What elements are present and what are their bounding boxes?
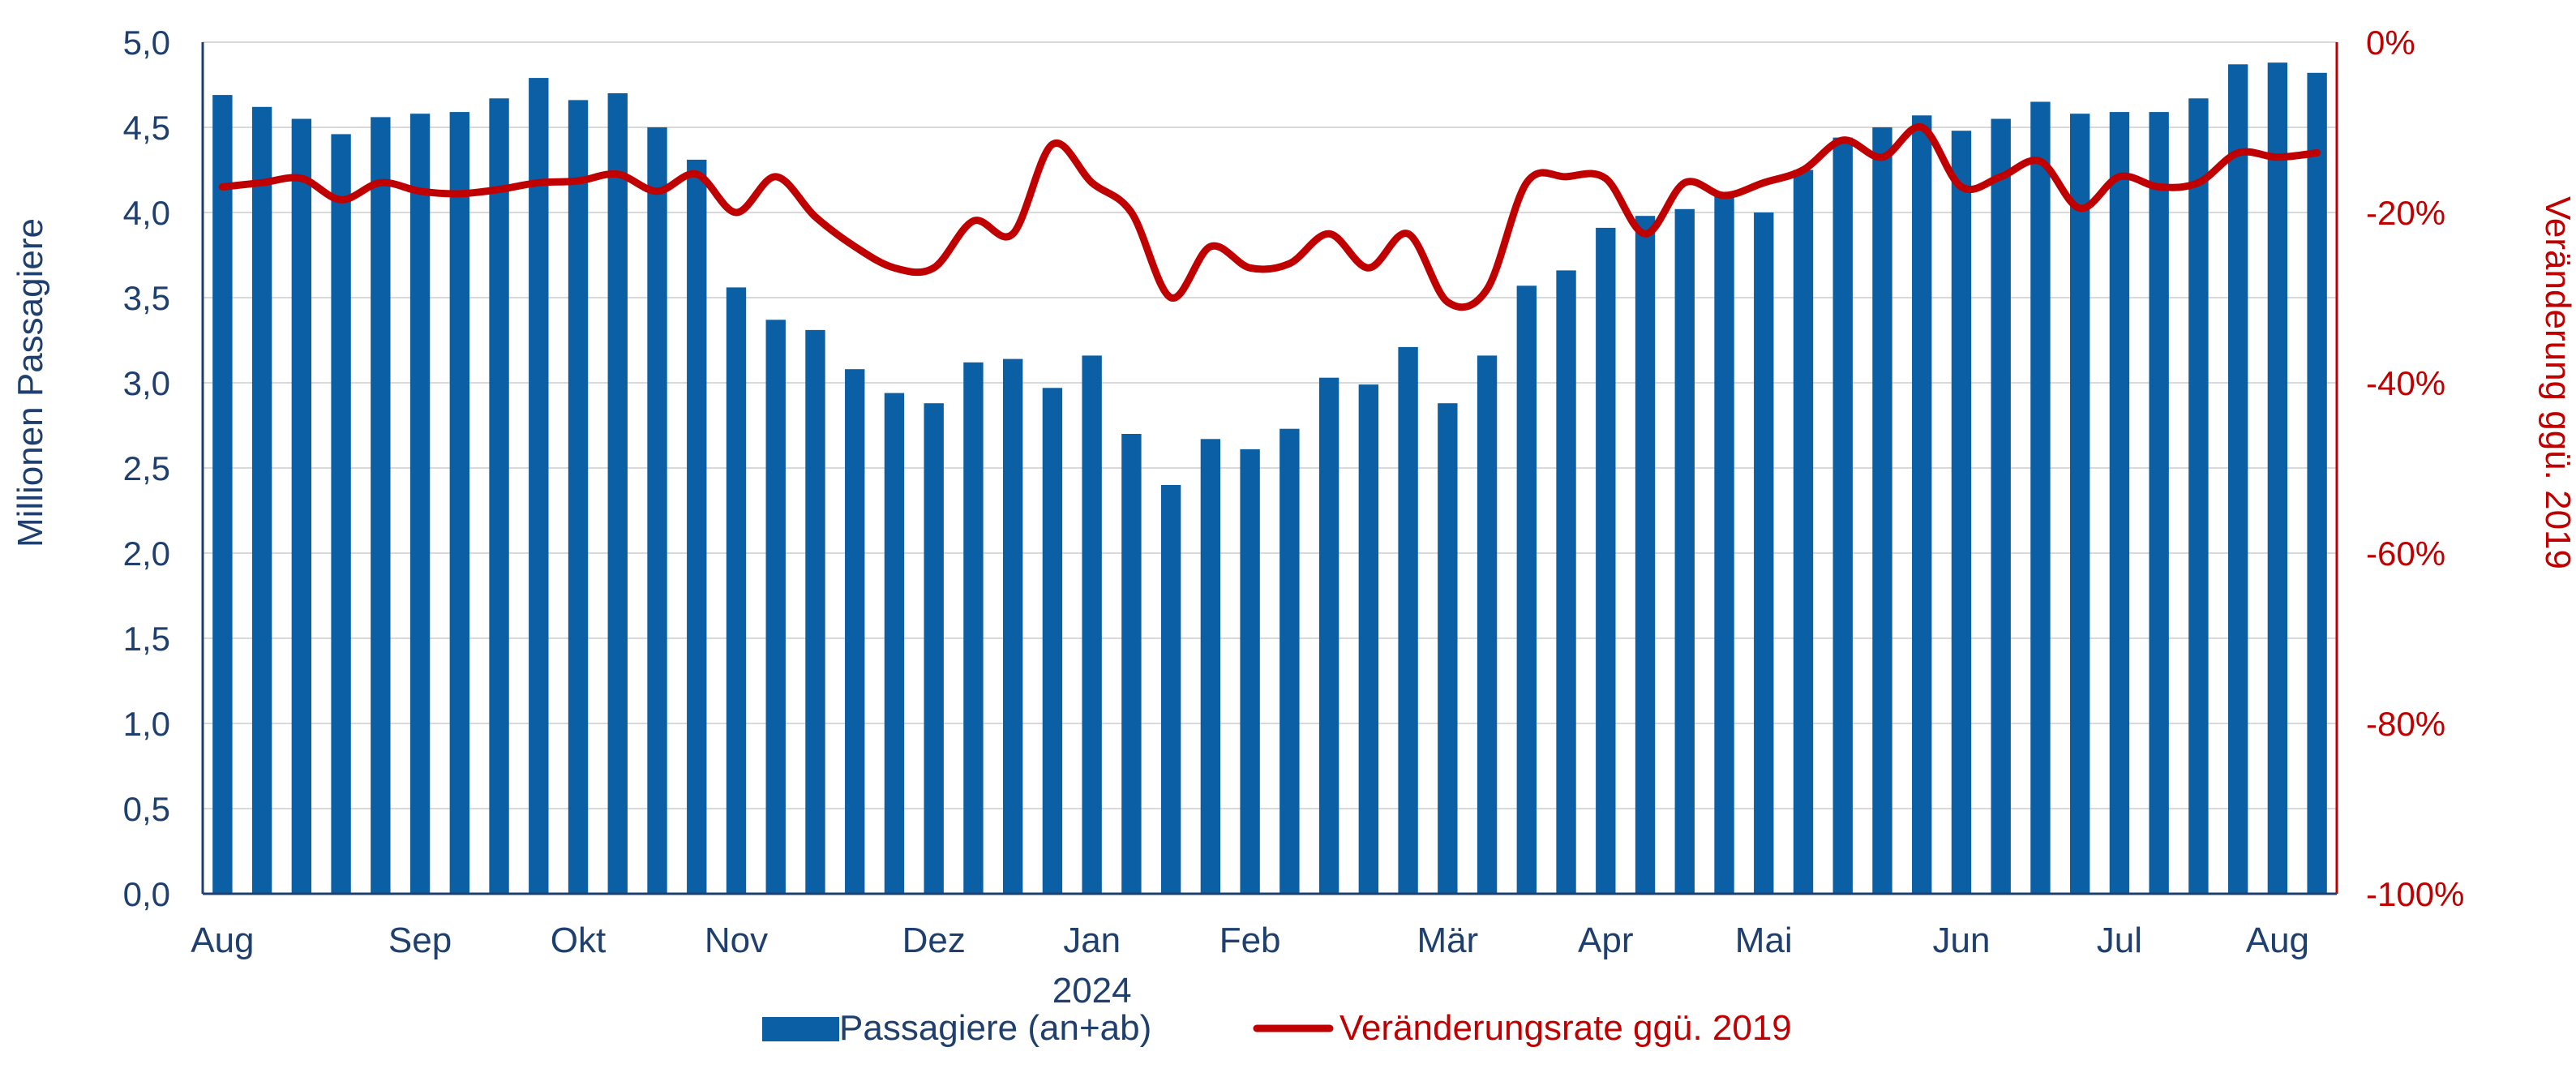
bar bbox=[1793, 170, 1814, 894]
bar bbox=[1872, 127, 1892, 894]
bar bbox=[1991, 118, 2011, 894]
bar bbox=[2109, 112, 2130, 895]
series-line bbox=[218, 123, 2321, 311]
bar bbox=[1279, 428, 1300, 894]
y-left-tick-label: 1,0 bbox=[123, 705, 170, 743]
bar bbox=[647, 127, 667, 894]
bar bbox=[1240, 449, 1260, 894]
bar bbox=[2149, 112, 2169, 895]
bar bbox=[529, 78, 549, 895]
x-tick-label: Mär bbox=[1417, 921, 1478, 960]
bar bbox=[1951, 131, 1972, 894]
y-left-tick-label: 4,0 bbox=[123, 194, 170, 232]
bar bbox=[1003, 358, 1023, 895]
x-tick-label: Sep bbox=[388, 921, 452, 960]
bar bbox=[2070, 114, 2090, 894]
bar bbox=[1596, 227, 1616, 894]
bar bbox=[568, 100, 589, 894]
x-tick-label: Dez bbox=[902, 921, 966, 960]
y-right-tick-label: -80% bbox=[2366, 705, 2445, 743]
bar bbox=[884, 393, 905, 895]
bar bbox=[1200, 439, 1221, 894]
bar bbox=[1477, 355, 1498, 894]
bar bbox=[2188, 98, 2209, 895]
bar bbox=[765, 320, 786, 894]
y-left-tick-label: 4,5 bbox=[123, 109, 170, 147]
bar bbox=[1160, 485, 1181, 894]
x-tick-label: Nov bbox=[705, 921, 768, 960]
bar bbox=[1082, 355, 1102, 894]
bar bbox=[2030, 101, 2051, 894]
bar bbox=[687, 159, 707, 894]
bar bbox=[2267, 62, 2288, 895]
x-year-label: 2024 bbox=[1052, 971, 1132, 1011]
y-right-tick-label: 0% bbox=[2366, 24, 2415, 62]
bar bbox=[331, 134, 351, 894]
bar bbox=[1832, 137, 1853, 895]
bar bbox=[251, 106, 272, 895]
bar bbox=[1714, 191, 1734, 895]
y-right-tick-label: -40% bbox=[2366, 364, 2445, 402]
bar bbox=[924, 403, 944, 894]
bar bbox=[1121, 434, 1142, 894]
x-tick-label: Jan bbox=[1063, 921, 1121, 960]
y-left-tick-label: 2,0 bbox=[123, 534, 170, 573]
bar bbox=[489, 98, 509, 895]
x-tick-label: Mai bbox=[1735, 921, 1793, 960]
x-tick-label: Aug bbox=[2246, 921, 2309, 960]
bar bbox=[449, 112, 469, 895]
bar bbox=[1516, 285, 1537, 894]
y-left-tick-label: 3,5 bbox=[123, 279, 170, 317]
axes: 0,0 0,5 1,0 1,5 2,0 2,5 3,0 3,5 4,0 4,5 5,0 -100% -8… bbox=[123, 24, 2465, 1011]
bar bbox=[1635, 216, 1656, 894]
bar bbox=[726, 287, 747, 894]
bar bbox=[1556, 270, 1576, 894]
bar bbox=[1042, 388, 1063, 894]
y-left-tick-label: 5,0 bbox=[123, 24, 170, 62]
bar bbox=[1398, 346, 1418, 894]
y-axis-left-title: Millionen Passagiere bbox=[11, 218, 50, 547]
legend: Passagiere (an+ab) Veränderungsrate ggü. … bbox=[762, 1008, 1792, 1048]
bar bbox=[1318, 377, 1339, 894]
bar bbox=[805, 329, 825, 894]
bar bbox=[1912, 115, 1932, 895]
y-left-tick-label: 2,5 bbox=[123, 449, 170, 487]
bar bbox=[2307, 72, 2327, 895]
bar bbox=[1358, 384, 1379, 895]
bar bbox=[963, 362, 984, 894]
gridlines bbox=[203, 41, 2337, 809]
bar bbox=[845, 369, 865, 894]
line-series-veraenderungsrate bbox=[218, 123, 2321, 311]
x-tick-label: Okt bbox=[551, 921, 606, 960]
y-right-tick-label: -20% bbox=[2366, 194, 2445, 232]
x-tick-label: Aug bbox=[191, 921, 254, 960]
y-right-tick-label: -60% bbox=[2366, 534, 2445, 573]
bar bbox=[291, 118, 312, 894]
y-left-tick-label: 0,0 bbox=[123, 875, 170, 913]
y-axis-right-title: Veränderung ggü. 2019 bbox=[2538, 196, 2576, 569]
x-tick-label: Feb bbox=[1219, 921, 1281, 960]
axis-labels: Millionen Passagiere Veränderung ggü. 20… bbox=[11, 196, 2576, 569]
bar bbox=[1674, 208, 1695, 894]
y-right-tick-label: -100% bbox=[2366, 875, 2464, 913]
bar bbox=[409, 114, 431, 894]
legend-swatch-bar bbox=[762, 1017, 839, 1041]
y-left-tick-label: 0,5 bbox=[123, 790, 170, 828]
legend-label-bar: Passagiere (an+ab) bbox=[839, 1008, 1151, 1048]
legend-label-line: Veränderungsrate ggü. 2019 bbox=[1339, 1008, 1792, 1048]
y-left-tick-label: 3,0 bbox=[123, 364, 170, 402]
x-tick-label: Jun bbox=[1932, 921, 1990, 960]
bar bbox=[2227, 64, 2248, 895]
bar bbox=[607, 93, 628, 894]
y-left-tick-label: 1,5 bbox=[123, 620, 170, 658]
bar bbox=[371, 117, 391, 894]
bar-series-passagiere bbox=[212, 62, 2327, 895]
bar bbox=[1438, 403, 1458, 894]
bar bbox=[212, 95, 233, 895]
x-tick-label: Jul bbox=[2097, 921, 2142, 960]
bar bbox=[1754, 212, 1774, 894]
x-tick-label: Apr bbox=[1578, 921, 1633, 960]
